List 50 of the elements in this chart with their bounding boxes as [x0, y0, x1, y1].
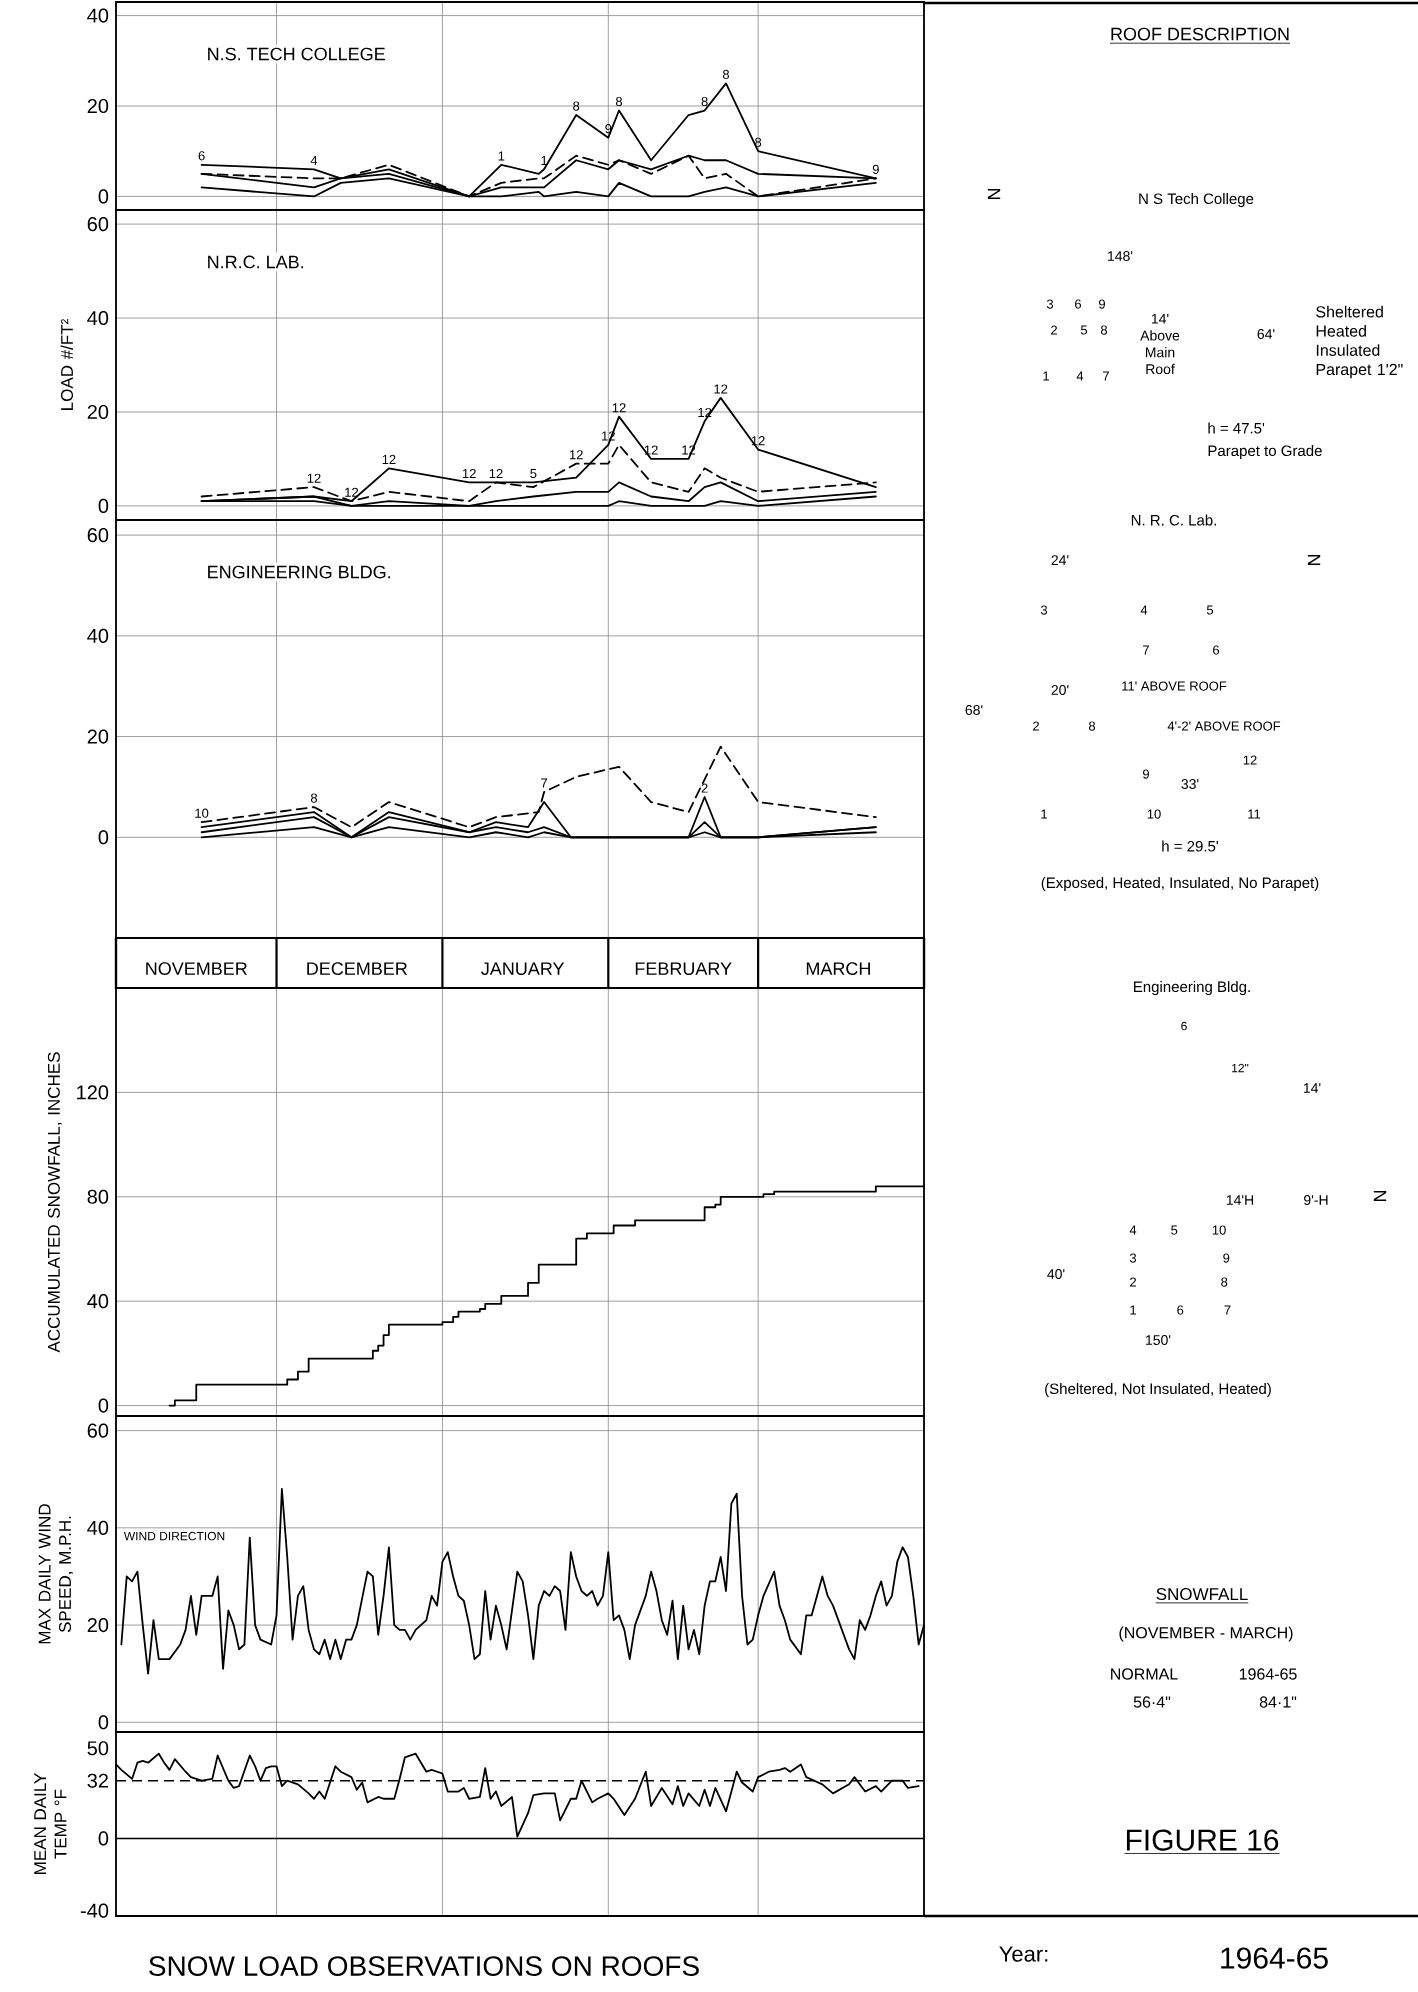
- y-tick-label: 40: [87, 8, 109, 23]
- x-tick-label: NOVEMBER: [146, 962, 247, 975]
- text: N: [987, 189, 1001, 200]
- text: NORMAL: [1111, 1668, 1178, 1680]
- y-tick-label: 0: [98, 1398, 109, 1413]
- text: N.R.C. LAB.: [208, 255, 304, 269]
- text: 56·4": [1133, 1696, 1171, 1708]
- y-tick-label: 0: [98, 1715, 109, 1730]
- y-tick-label: 0: [98, 498, 109, 513]
- y-tick-label: 40: [87, 628, 109, 643]
- y-tick-label: 0: [98, 1831, 109, 1846]
- y-tick-label: 80: [87, 1189, 109, 1204]
- y-tick-label: 60: [87, 1423, 109, 1438]
- y-tick-label: 20: [87, 1617, 109, 1633]
- text: 84·1": [1259, 1696, 1297, 1708]
- text: Sheltered Heated Insulated Parapet 1'2": [1316, 305, 1403, 379]
- y-axis-title: MEAN DAILY TEMP °F: [34, 1773, 67, 1874]
- text: SNOWFALL: [1156, 1588, 1248, 1601]
- y-tick-label: 20: [87, 729, 109, 744]
- y-tick-label: 0: [98, 830, 109, 845]
- x-tick-label: DECEMBER: [307, 962, 407, 975]
- y-axis-title: MAX DAILY WIND SPEED, M.P.H.: [38, 1504, 74, 1644]
- text: N.S. TECH COLLEGE: [208, 47, 385, 61]
- text: (NOVEMBER - MARCH): [1119, 1626, 1293, 1642]
- text: ENGINEERING BLDG.: [208, 565, 391, 579]
- y-tick-label: 50: [87, 1741, 109, 1756]
- x-tick-label: FEBRUARY: [635, 962, 732, 975]
- y-tick-label: 20: [87, 404, 109, 420]
- text: ROOF DESCRIPTION: [1111, 27, 1289, 41]
- y-tick-label: 60: [87, 528, 109, 543]
- y-axis-title: LOAD #/FT²: [60, 319, 74, 410]
- y-tick-label: 20: [87, 98, 109, 114]
- text: N: [1307, 555, 1321, 566]
- y-tick-label: 60: [87, 217, 109, 232]
- caption: FIGURE 16: [1126, 1829, 1279, 1851]
- y-tick-label: 40: [87, 310, 109, 326]
- y-tick-label: 40: [87, 1520, 109, 1535]
- text: N: [1373, 1191, 1387, 1202]
- y-tick-label: 120: [77, 1085, 109, 1100]
- y-tick-label: 32: [87, 1773, 108, 1788]
- y-axis-title: ACCUMULATED SNOWFALL, INCHES: [47, 1052, 62, 1353]
- y-tick-label: 0: [98, 189, 109, 204]
- text: 1964-65: [1239, 1668, 1297, 1680]
- text: Year:: [999, 1946, 1048, 1962]
- x-tick-label: JANUARY: [481, 962, 565, 975]
- y-tick-label: -40: [80, 1903, 109, 1918]
- y-tick-label: 40: [87, 1294, 109, 1309]
- text: 1964-65: [1221, 1947, 1328, 1969]
- text: SNOW LOAD OBSERVATIONS ON ROOFS: [149, 1956, 699, 1976]
- x-tick-label: MARCH: [806, 962, 870, 975]
